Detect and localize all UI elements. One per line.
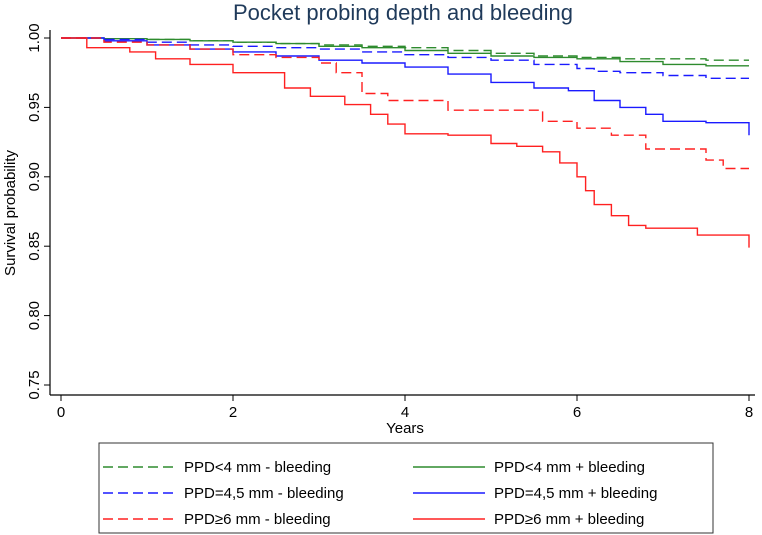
x-tick-label: 2 (229, 404, 237, 421)
x-tick-label: 6 (573, 404, 581, 421)
legend-label: PPD<4 mm - bleeding (184, 459, 331, 476)
y-tick-label: 0.75 (26, 370, 43, 399)
x-tick-label: 0 (57, 404, 65, 421)
series-line (61, 37, 749, 61)
x-tick-label: 8 (745, 404, 753, 421)
legend-label: PPD<4 mm + bleeding (494, 459, 645, 476)
legend-label: PPD=4,5 mm + bleeding (494, 485, 657, 502)
series-line (61, 37, 749, 67)
y-axis-ticks: 0.75 0.80 0.85 0.90 0.95 1.00 (26, 23, 50, 400)
x-axis-ticks: 0 2 4 6 8 (57, 395, 753, 421)
series-line (61, 37, 750, 248)
series-line (61, 37, 749, 79)
axes (49, 30, 755, 396)
series-line (61, 37, 750, 136)
legend-box (98, 442, 714, 534)
legend-label: PPD≥6 mm + bleeding (494, 511, 644, 528)
legend-label: PPD=4,5 mm - bleeding (184, 485, 344, 502)
x-axis-label: Years (386, 420, 424, 437)
series-lines (61, 37, 750, 248)
y-tick-label: 0.85 (26, 232, 43, 261)
x-tick-label: 4 (401, 404, 409, 421)
y-tick-label: 1.00 (26, 23, 43, 52)
series-line (61, 37, 749, 170)
legend: PPD<4 mm - bleeding PPD=4,5 mm - bleeding… (98, 442, 714, 534)
chart-title: Pocket probing depth and bleeding (233, 0, 573, 25)
legend-label: PPD≥6 mm - bleeding (184, 511, 331, 528)
y-tick-label: 0.95 (26, 93, 43, 122)
y-axis-label: Survival probability (2, 150, 19, 276)
y-tick-label: 0.80 (26, 301, 43, 330)
y-tick-label: 0.90 (26, 162, 43, 191)
